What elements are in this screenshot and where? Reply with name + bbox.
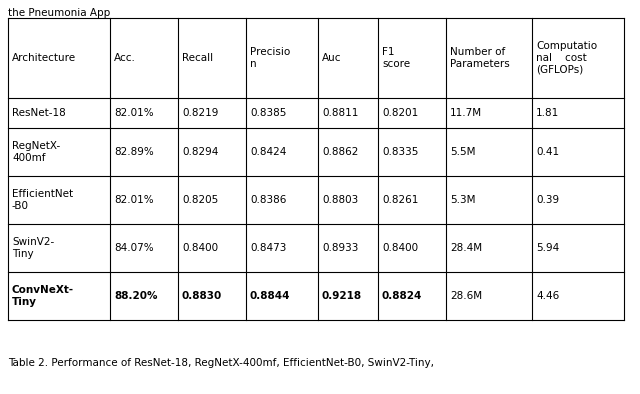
Text: 0.8400: 0.8400 — [382, 243, 418, 253]
Text: 4.46: 4.46 — [536, 291, 559, 301]
Text: 28.4M: 28.4M — [450, 243, 482, 253]
Text: F1
score: F1 score — [382, 47, 410, 69]
Text: 0.41: 0.41 — [536, 147, 559, 157]
Text: 82.89%: 82.89% — [114, 147, 154, 157]
Text: 0.8385: 0.8385 — [250, 108, 286, 118]
Text: 11.7M: 11.7M — [450, 108, 482, 118]
Text: Precisio
n: Precisio n — [250, 47, 291, 69]
Text: 0.8261: 0.8261 — [382, 195, 419, 205]
Text: 82.01%: 82.01% — [114, 108, 154, 118]
Text: SwinV2-
Tiny: SwinV2- Tiny — [12, 237, 54, 259]
Text: 0.9218: 0.9218 — [322, 291, 362, 301]
Text: Computatio
nal    cost
(GFLOPs): Computatio nal cost (GFLOPs) — [536, 41, 597, 74]
Text: 28.6M: 28.6M — [450, 291, 482, 301]
Text: 0.8803: 0.8803 — [322, 195, 358, 205]
Text: 5.94: 5.94 — [536, 243, 559, 253]
Text: 0.39: 0.39 — [536, 195, 559, 205]
Text: 0.8824: 0.8824 — [382, 291, 422, 301]
Text: 0.8424: 0.8424 — [250, 147, 286, 157]
Text: Number of
Parameters: Number of Parameters — [450, 47, 509, 69]
Text: Table 2. Performance of ResNet-18, RegNetX-400mf, EfficientNet-B0, SwinV2-Tiny,: Table 2. Performance of ResNet-18, RegNe… — [8, 358, 434, 368]
Text: 0.8862: 0.8862 — [322, 147, 358, 157]
Text: Recall: Recall — [182, 53, 213, 63]
Text: Acc.: Acc. — [114, 53, 136, 63]
Text: 84.07%: 84.07% — [114, 243, 154, 253]
Text: Auc: Auc — [322, 53, 342, 63]
Text: 0.8386: 0.8386 — [250, 195, 286, 205]
Text: ResNet-18: ResNet-18 — [12, 108, 66, 118]
Text: 0.8844: 0.8844 — [250, 291, 291, 301]
Text: 0.8400: 0.8400 — [182, 243, 218, 253]
Text: 5.5M: 5.5M — [450, 147, 476, 157]
Text: 0.8473: 0.8473 — [250, 243, 286, 253]
Text: 0.8335: 0.8335 — [382, 147, 419, 157]
Text: 0.8219: 0.8219 — [182, 108, 218, 118]
Text: RegNetX-
400mf: RegNetX- 400mf — [12, 141, 60, 163]
Text: the Pneumonia App: the Pneumonia App — [8, 8, 110, 18]
Text: 82.01%: 82.01% — [114, 195, 154, 205]
Text: 88.20%: 88.20% — [114, 291, 157, 301]
Text: 0.8294: 0.8294 — [182, 147, 218, 157]
Text: 0.8933: 0.8933 — [322, 243, 358, 253]
Text: 0.8205: 0.8205 — [182, 195, 218, 205]
Text: 0.8201: 0.8201 — [382, 108, 419, 118]
Text: 5.3M: 5.3M — [450, 195, 476, 205]
Text: 1.81: 1.81 — [536, 108, 559, 118]
Text: ConvNeXt-
Tiny: ConvNeXt- Tiny — [12, 285, 74, 307]
Text: 0.8830: 0.8830 — [182, 291, 222, 301]
Text: Architecture: Architecture — [12, 53, 76, 63]
Text: EfficientNet
-B0: EfficientNet -B0 — [12, 189, 73, 211]
Text: 0.8811: 0.8811 — [322, 108, 358, 118]
